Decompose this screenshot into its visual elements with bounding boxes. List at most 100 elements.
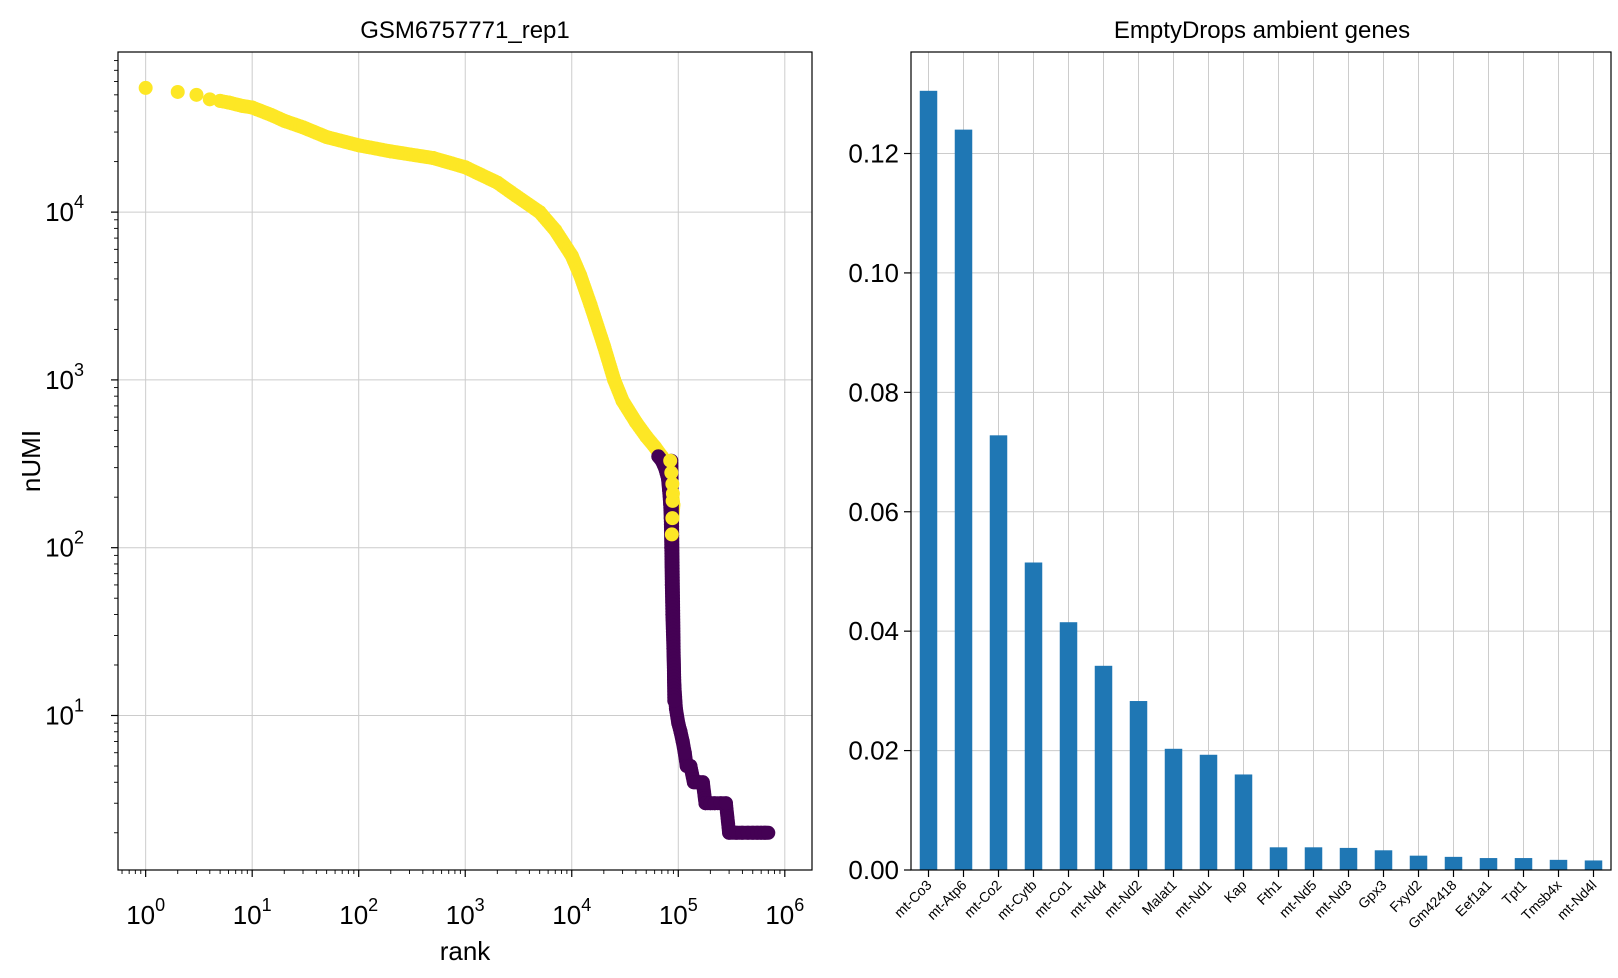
knee-plot-point [277,113,292,128]
knee-plot-point [596,338,611,353]
knee-plot-point [583,297,598,312]
ambient-genes-x-tick-label: mt-Nd4 [1066,877,1110,921]
knee-plot-point [263,107,278,122]
ambient-genes-y-tick-labels: 0.00 0.02 0.04 0.06 0.08 0.10 0.12 [848,139,911,885]
knee-plot-point [383,144,398,159]
knee-plot-x-tick-label: 104 [552,895,591,930]
ambient-genes-y-tick-label: 0.02 [848,736,899,766]
knee-plot-point [664,527,679,542]
knee-plot-x-tick-labels: 100 101 102 103 104 105 106 [126,895,804,930]
knee-plot-point [509,188,524,203]
knee-plot-x-axis-label: rank [440,936,492,966]
ambient-gene-bar [1269,847,1288,870]
knee-plot-x-tick-label: 100 [126,895,165,930]
knee-plot-point [426,151,441,166]
ambient-genes-x-tick-label: Tpt1 [1498,877,1529,908]
knee-plot-point [189,87,204,102]
knee-plot-point [615,393,630,408]
ambient-genes-x-tick-label: mt-Nd3 [1311,877,1355,921]
ambient-gene-bar [1164,748,1183,870]
ambient-gene-bar [989,435,1008,870]
ambient-genes-y-tick-label: 0.00 [848,855,899,885]
knee-plot-point [138,80,153,95]
ambient-genes-grid [911,52,1611,871]
knee-plot-point [665,493,680,508]
knee-plot-y-tick-label: 101 [45,695,84,730]
knee-plot-y-axis-label: nUMI [16,430,46,492]
ambient-gene-bar [1129,701,1148,870]
ambient-genes-x-tick-label: mt-Nd5 [1276,877,1320,921]
ambient-gene-bar [1584,860,1603,870]
knee-plot-point [245,100,260,115]
ambient-genes-x-tick-label: Eef1a1 [1452,877,1495,920]
knee-plot-point [718,796,733,811]
knee-plot-point [490,175,505,190]
knee-plot-point [458,160,473,175]
knee-plot-point [677,745,692,760]
ambient-genes-title: EmptyDrops ambient genes [1114,17,1410,44]
knee-plot-point [573,268,588,283]
knee-plot-point [683,759,698,774]
ambient-genes-y-tick-label: 0.04 [848,616,899,646]
ambient-genes-y-tick-label: 0.10 [848,258,899,288]
ambient-genes-y-tick-label: 0.12 [848,139,899,169]
ambient-genes-x-tick-label: mt-Nd2 [1101,877,1145,921]
ambient-genes-y-tick-label: 0.08 [848,377,899,407]
knee-plot-point [639,429,654,444]
ambient-genes-x-tick-label: mt-Nd1 [1171,877,1215,921]
ambient-genes-x-tick-label: Kap [1221,877,1250,906]
ambient-genes-x-tick-label: Gpx3 [1355,877,1390,912]
ambient-genes-x-tick-label: mt-Cytb [994,877,1040,923]
knee-plot-panel: GSM6757771_rep1 100 101 102 103 104 105 106 10… [16,17,813,966]
ambient-genes-panel: EmptyDrops ambient genes 0.000.020.040.0… [848,17,1612,932]
knee-plot-point [628,415,643,430]
ambient-genes-x-tick-labels: mt-Co3mt-Atp6mt-Co2mt-Cytbmt-Co1mt-Nd4mt… [891,870,1600,932]
knee-plot-x-tick-label: 102 [339,895,378,930]
knee-plot-title: GSM6757771_rep1 [360,17,569,44]
ambient-gene-bar [1514,858,1533,870]
empty-droplets-series [651,449,776,840]
ambient-gene-bar [1024,562,1043,870]
ambient-genes-y-tick-label: 0.06 [848,497,899,527]
ambient-genes-x-tick-label: mt-Atp6 [924,877,970,923]
cell-barcodes-overlay [663,453,680,542]
knee-plot-point [664,465,679,480]
knee-plot-point [607,372,622,387]
knee-plot-point [221,95,236,110]
knee-plot-band-marker [667,693,682,708]
knee-plot-x-tick-label: 101 [233,895,272,930]
knee-plot-point [564,248,579,263]
ambient-gene-bar [1199,754,1218,870]
knee-plot-x-tick-label: 103 [446,895,485,930]
knee-plot-minor-ticks [111,60,786,877]
ambient-genes-x-tick-label: mt-Nd4l [1554,877,1600,923]
cell-barcodes-series [138,80,681,542]
knee-plot-point [695,775,710,790]
knee-plot-point [675,734,690,749]
ambient-gene-bar [1059,622,1078,870]
knee-plot-point [170,84,185,99]
ambient-gene-bar [1549,859,1568,870]
knee-plot-point [663,453,678,468]
knee-plot-y-tick-label: 104 [45,192,84,227]
knee-plot-point [319,130,334,145]
ambient-gene-bar [1339,847,1358,870]
knee-plot-point [351,138,366,153]
knee-plot-point [761,825,776,840]
knee-plot-points [138,80,776,840]
ambient-gene-bar [1094,665,1113,870]
ambient-gene-bar [1444,856,1463,870]
ambient-gene-bar [1304,847,1323,870]
knee-plot-point [548,223,563,238]
ambient-gene-bar [1374,850,1393,870]
ambient-gene-bar [919,90,938,870]
knee-plot-x-tick-label: 106 [765,895,804,930]
ambient-genes-bars [919,90,1603,871]
ambient-gene-bar [954,129,973,871]
knee-plot-point [202,92,217,107]
ambient-gene-bar [1234,774,1253,870]
ambient-gene-bar [1479,858,1498,870]
ambient-genes-frame [910,51,1612,871]
knee-plot-point [665,511,680,526]
